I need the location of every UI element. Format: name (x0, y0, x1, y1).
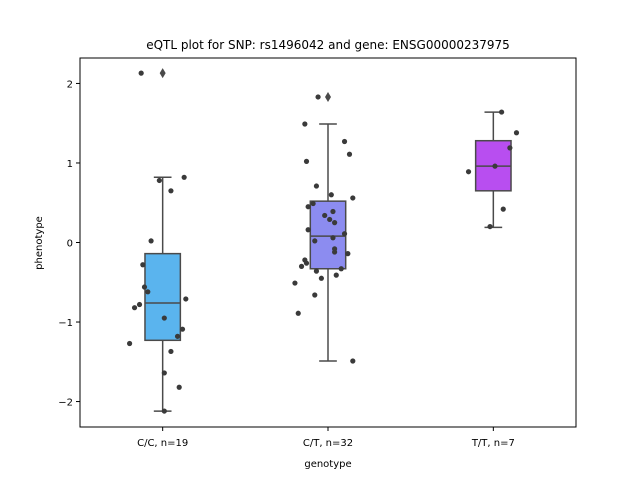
data-point (350, 358, 356, 364)
data-point (140, 262, 146, 268)
x-axis: C/C, n=19 C/T, n=32 T/T, n=7 (137, 427, 515, 449)
data-point (312, 238, 318, 244)
data-point (138, 70, 144, 76)
data-point (303, 158, 310, 164)
data-point (298, 263, 305, 269)
data-point (168, 188, 174, 194)
data-point (302, 121, 308, 127)
data-point (176, 384, 182, 390)
boxplot-1 (309, 91, 347, 362)
points-layer (127, 70, 520, 414)
y-axis: −2 −1 0 1 2 (58, 79, 80, 409)
data-point (322, 212, 328, 219)
data-point (310, 200, 316, 207)
data-point (346, 151, 353, 157)
data-point (507, 145, 513, 151)
data-point (148, 238, 154, 244)
boxplot-0 (144, 68, 182, 412)
points-group-0 (127, 70, 189, 414)
data-point (487, 223, 493, 230)
x-axis-label: genotype (304, 459, 351, 470)
x-tick-label: C/T, n=32 (303, 438, 353, 449)
y-tick-label: −1 (58, 318, 73, 329)
data-point (174, 333, 181, 339)
data-point (313, 268, 320, 274)
data-point (312, 292, 318, 298)
data-point (131, 305, 138, 311)
y-tick-label: 0 (67, 239, 73, 250)
data-point (350, 195, 356, 201)
points-group-1 (292, 94, 356, 364)
data-point (303, 260, 310, 266)
data-point (161, 370, 167, 376)
data-point (327, 216, 333, 223)
data-point (141, 284, 148, 290)
data-point (145, 289, 151, 295)
y-tick-label: −2 (58, 398, 73, 409)
y-axis-label: phenotype (34, 216, 45, 270)
data-point (313, 183, 320, 189)
y-tick-label: 2 (67, 79, 73, 90)
data-point (183, 296, 189, 302)
data-point (318, 275, 324, 281)
y-tick-label: 1 (67, 159, 73, 170)
box-iqr (144, 252, 182, 342)
data-point (341, 231, 348, 237)
data-point (161, 315, 167, 321)
data-point (332, 220, 338, 226)
data-point (333, 272, 339, 278)
data-point (341, 138, 348, 145)
points-group-2 (465, 109, 520, 230)
x-tick-label: T/T, n=7 (471, 438, 515, 449)
data-point (127, 340, 133, 347)
outlier-marker (325, 91, 331, 102)
data-point (292, 280, 298, 286)
data-point (330, 235, 336, 241)
data-point (338, 266, 344, 272)
data-point (168, 348, 174, 355)
data-point (328, 192, 334, 198)
data-point (332, 249, 338, 255)
x-tick-label: C/C, n=19 (137, 438, 188, 449)
data-point (305, 204, 311, 210)
data-point (305, 227, 311, 233)
data-point (500, 206, 506, 212)
chart-title: eQTL plot for SNP: rs1496042 and gene: E… (146, 38, 510, 52)
outlier-marker (159, 68, 166, 79)
data-point (295, 310, 301, 316)
data-point (492, 163, 498, 169)
data-point (161, 408, 167, 414)
data-point (345, 251, 351, 257)
data-point (179, 326, 186, 332)
box-iqr (309, 200, 347, 270)
data-point (156, 177, 162, 184)
data-point (181, 174, 187, 180)
data-point (136, 301, 143, 308)
data-point (315, 94, 321, 100)
data-point (513, 130, 520, 136)
data-point (499, 109, 505, 115)
data-point (330, 208, 336, 215)
data-point (465, 169, 472, 175)
